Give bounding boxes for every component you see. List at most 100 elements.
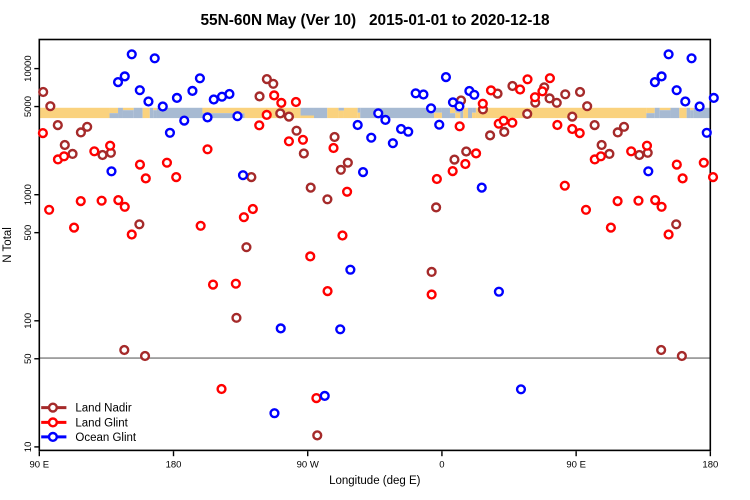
- point-land-glint: [337, 230, 348, 241]
- point-ocean-glint: [643, 166, 654, 177]
- map-strip-segment-land_bottom: [472, 107, 476, 113]
- point-land-nadir: [231, 312, 242, 323]
- point-land-nadir: [75, 127, 87, 138]
- map-strip-segment-ocean: [693, 107, 711, 119]
- map-strip-segment-ocean_landsliver_top: [659, 110, 671, 119]
- legend-marker: [47, 402, 59, 413]
- point-land-nadir: [52, 120, 63, 131]
- point-ocean-glint: [373, 108, 384, 119]
- map-strip-segment-land_top: [449, 113, 456, 119]
- point-land-glint: [605, 222, 616, 233]
- point-land-glint: [171, 172, 182, 183]
- legend-marker: [47, 431, 59, 443]
- point-ocean-glint: [275, 323, 286, 334]
- point-land-nadir: [431, 202, 442, 213]
- point-land-nadir: [59, 139, 70, 151]
- point-land-glint: [671, 159, 682, 170]
- point-land-nadir: [461, 146, 472, 157]
- data-points: [37, 49, 719, 441]
- map-strip-segment-ocean_landsliver_top: [122, 110, 134, 119]
- axes: 90 E 180 90 W 0 90 E 180 10 50 100 500 1000 5000 100…: [23, 38, 718, 471]
- map-strip-segment-land: [463, 107, 469, 119]
- map-strip-segment-ocean: [441, 107, 450, 119]
- point-ocean-glint: [418, 89, 429, 100]
- point-ocean-glint: [380, 114, 391, 126]
- map-strip-segment-ocean_landsliver_top: [690, 107, 694, 111]
- point-ocean-glint: [366, 132, 377, 143]
- y-tick-label: 10: [23, 442, 34, 453]
- point-land-nadir: [484, 130, 496, 141]
- point-ocean-glint: [179, 115, 190, 126]
- point-ocean-glint: [106, 166, 117, 177]
- point-ocean-glint: [187, 85, 198, 97]
- point-land-nadir: [119, 344, 130, 356]
- point-land-nadir: [322, 194, 333, 205]
- point-land-nadir: [567, 111, 578, 122]
- point-land-glint: [485, 85, 497, 96]
- map-strip-segment-ocean_landsliver_top: [153, 107, 157, 111]
- x-tick-label: 0: [439, 460, 444, 471]
- point-land-glint: [574, 127, 585, 139]
- y-tick-label: 5000: [23, 96, 34, 117]
- chart-title: 55N-60N May (Ver 10) 2015-01-01 to 2020-…: [200, 12, 550, 29]
- point-ocean-glint: [202, 112, 213, 123]
- point-land-nadir: [676, 350, 687, 362]
- point-ocean-glint: [454, 101, 465, 112]
- y-tick-label: 500: [23, 225, 34, 241]
- point-ocean-glint: [335, 324, 346, 335]
- map-strip-segment-ocean: [686, 107, 691, 119]
- point-land-nadir: [261, 74, 272, 85]
- map-strip-segment-ocean_landsliver_bottom: [300, 115, 314, 119]
- point-land-glint: [470, 148, 482, 159]
- x-axis-title: Longitude (deg E): [329, 475, 421, 487]
- point-land-glint: [68, 222, 80, 233]
- point-ocean-glint: [671, 85, 682, 96]
- x-tick-label: 90 E: [566, 460, 586, 471]
- point-land-glint: [431, 173, 442, 185]
- point-land-nadir: [254, 91, 265, 102]
- point-land-nadir: [560, 89, 571, 100]
- point-ocean-glint: [403, 126, 414, 137]
- map-strip-segment-ocean: [133, 107, 143, 119]
- point-land-nadir: [574, 86, 586, 98]
- map-strip-segment-ocean: [468, 107, 473, 119]
- y-tick-label: 50: [23, 353, 34, 364]
- y-tick-label: 100: [23, 313, 34, 329]
- point-land-nadir: [449, 154, 460, 165]
- map-strip-segment-ocean: [670, 107, 680, 119]
- point-land-glint: [96, 195, 107, 206]
- map-strip-segment-land_bottom: [455, 112, 461, 119]
- point-land-glint: [283, 136, 295, 147]
- y-tick-label: 10000: [23, 55, 34, 81]
- point-land-glint: [641, 140, 653, 151]
- point-ocean-glint: [469, 89, 480, 100]
- point-land-glint: [537, 86, 548, 97]
- point-land-nadir: [134, 219, 145, 230]
- point-land-nadir: [634, 149, 645, 161]
- point-land-nadir: [305, 182, 316, 193]
- point-land-glint: [460, 158, 471, 170]
- point-land-glint: [595, 151, 606, 162]
- x-tick-label: 90 W: [297, 460, 319, 471]
- point-land-nadir: [335, 164, 346, 175]
- map-strip-segment-ocean: [149, 107, 154, 119]
- point-land-glint: [305, 251, 316, 262]
- map-strip-segment-land_top: [109, 113, 119, 119]
- point-ocean-glint: [686, 53, 697, 64]
- point-land-nadir: [671, 219, 682, 230]
- point-land-glint: [58, 151, 70, 162]
- point-ocean-glint: [112, 77, 124, 88]
- point-ocean-glint: [345, 264, 356, 275]
- point-land-nadir: [582, 101, 593, 112]
- point-land-glint: [134, 159, 146, 170]
- map-strip-segment-land: [475, 107, 647, 119]
- point-land-glint: [544, 73, 555, 84]
- map-strip-segment-ocean: [654, 107, 660, 119]
- point-ocean-glint: [515, 384, 527, 395]
- point-land-nadir: [283, 111, 295, 122]
- map-strip-segment-land_bottom: [434, 107, 442, 113]
- point-ocean-glint: [237, 170, 249, 181]
- point-land-glint: [269, 90, 280, 101]
- point-land-nadir: [551, 97, 562, 108]
